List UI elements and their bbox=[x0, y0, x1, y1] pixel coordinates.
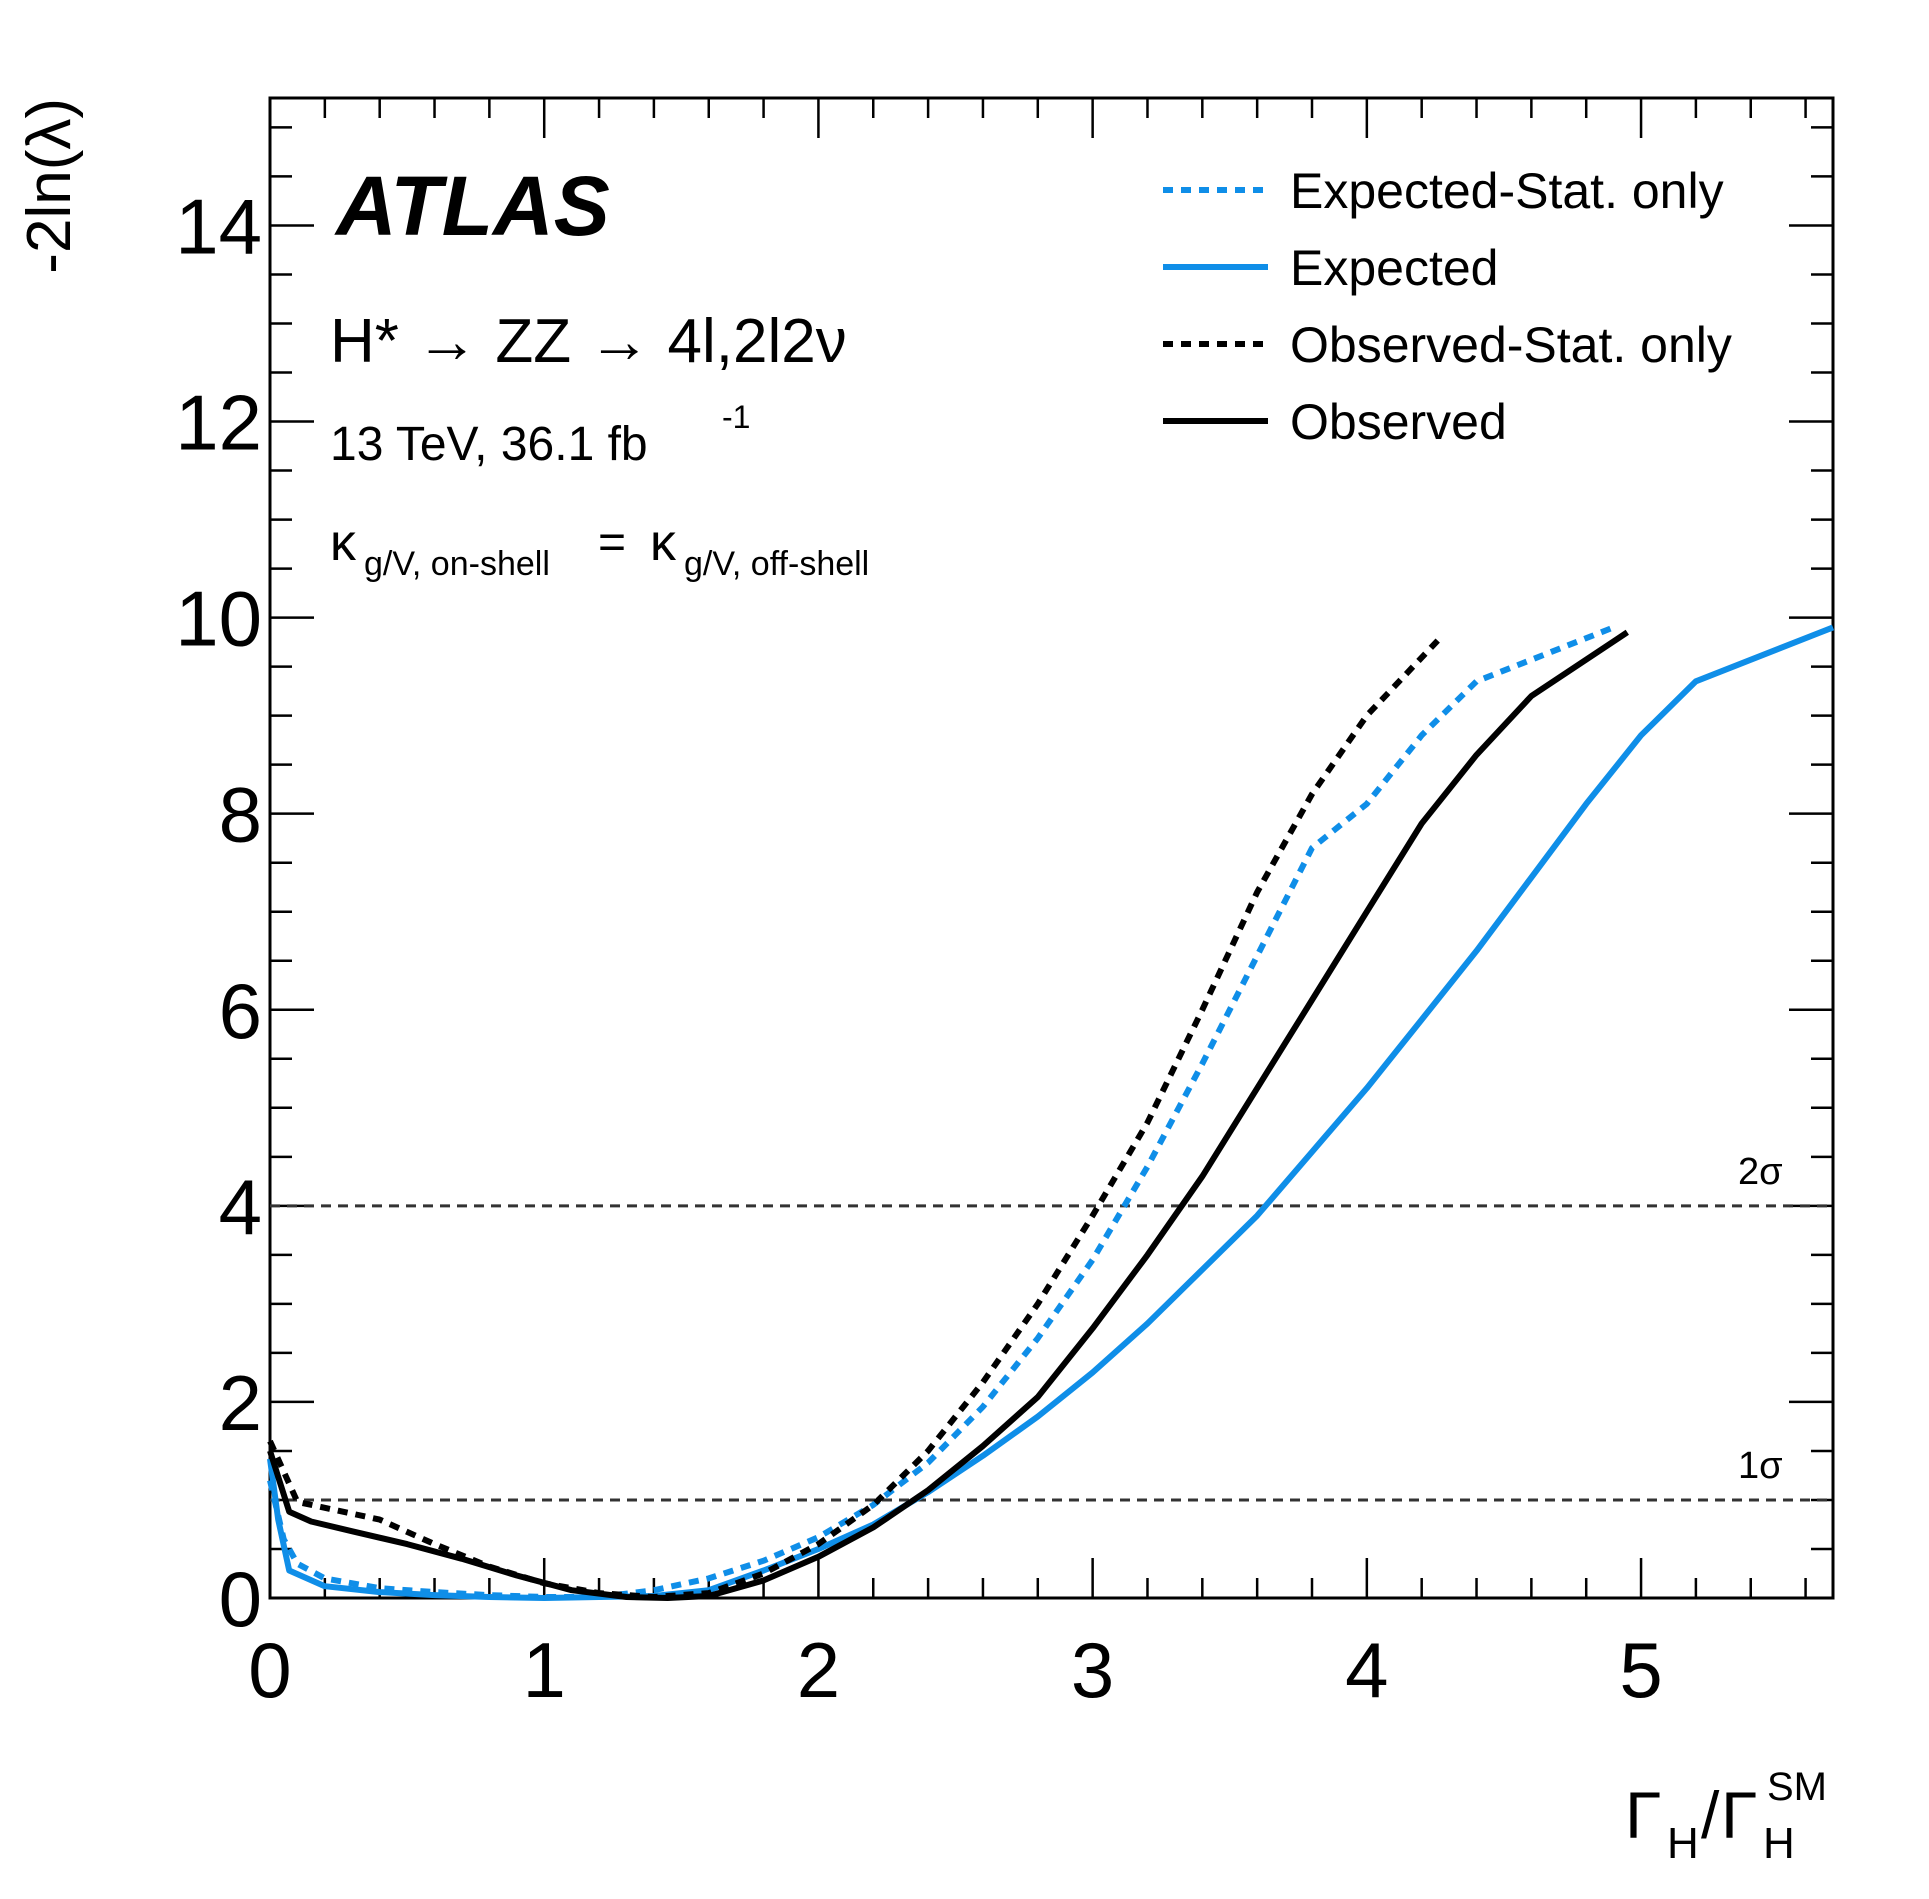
series-line bbox=[267, 624, 1615, 1600]
x-label-gamma: Γ bbox=[1625, 1778, 1661, 1852]
series-line bbox=[267, 635, 1444, 1600]
x-tick-label: 1 bbox=[523, 1626, 566, 1714]
kappa-right: κ bbox=[650, 514, 677, 572]
y-tick-label: 6 bbox=[219, 967, 262, 1055]
kappa-left-sub: g/V, on-shell bbox=[364, 545, 550, 583]
y-tick-label: 14 bbox=[175, 182, 262, 270]
energy-lumi-label: 13 TeV, 36.1 fb -1 bbox=[330, 399, 750, 471]
x-axis-ticks: 0 1 2 3 4 5 bbox=[248, 1626, 1662, 1714]
legend: Expected-Stat. only Expected Observed-Stat… bbox=[1163, 163, 1732, 450]
kappa-equals: = bbox=[598, 516, 626, 569]
kappa-condition-label: κ g/V, on-shell = κ g/V, off-shell bbox=[330, 514, 869, 583]
x-label-gamma-sm: Γ bbox=[1721, 1778, 1757, 1852]
series-line bbox=[267, 629, 1629, 1601]
x-tick-label: 3 bbox=[1071, 1626, 1114, 1714]
kappa-right-sub: g/V, off-shell bbox=[684, 545, 869, 583]
y-tick-label: 8 bbox=[219, 771, 262, 859]
x-tick-label: 0 bbox=[248, 1626, 291, 1714]
y-axis-ticks: 0 2 4 6 8 10 12 14 bbox=[175, 182, 262, 1643]
sigma-label: 2σ bbox=[1738, 1151, 1783, 1193]
plot-frame bbox=[268, 96, 1835, 1600]
legend-label: Observed-Stat. only bbox=[1290, 317, 1732, 373]
x-tick-label: 2 bbox=[797, 1626, 840, 1714]
plot-area-border bbox=[268, 96, 1835, 1600]
reference-lines: 1σ 2σ bbox=[270, 1151, 1833, 1502]
series-layer bbox=[267, 624, 1835, 1601]
x-label-slash: / bbox=[1701, 1778, 1720, 1852]
series-line bbox=[267, 624, 1835, 1601]
y-tick-label: 4 bbox=[219, 1163, 262, 1251]
y-tick-label: 12 bbox=[175, 379, 262, 467]
atlas-label: ATLAS bbox=[334, 159, 610, 253]
legend-label: Observed bbox=[1290, 394, 1507, 450]
x-axis-label: Γ H / Γ H SM bbox=[1625, 1765, 1827, 1868]
kappa-left: κ bbox=[330, 514, 357, 572]
process-label: H* → ZZ → 4l,2l2ν bbox=[330, 307, 847, 376]
x-label-sub-sm: H bbox=[1763, 1819, 1795, 1868]
x-tick-label: 5 bbox=[1619, 1626, 1662, 1714]
minor-ticks bbox=[268, 98, 1833, 1600]
y-tick-label: 2 bbox=[219, 1359, 262, 1447]
y-tick-label: 0 bbox=[219, 1555, 262, 1643]
legend-label: Expected-Stat. only bbox=[1290, 163, 1724, 219]
x-label-sub: H bbox=[1667, 1819, 1699, 1868]
energy-sup-label: -1 bbox=[722, 399, 750, 435]
energy-label: 13 TeV, 36.1 fb bbox=[330, 418, 648, 471]
legend-label: Expected bbox=[1290, 240, 1498, 296]
x-tick-label: 4 bbox=[1345, 1626, 1388, 1714]
sigma-label: 1σ bbox=[1738, 1445, 1783, 1487]
y-tick-label: 10 bbox=[175, 575, 262, 663]
x-label-sup-sm: SM bbox=[1767, 1765, 1827, 1809]
y-axis-label: -2ln(λ) bbox=[15, 98, 84, 274]
